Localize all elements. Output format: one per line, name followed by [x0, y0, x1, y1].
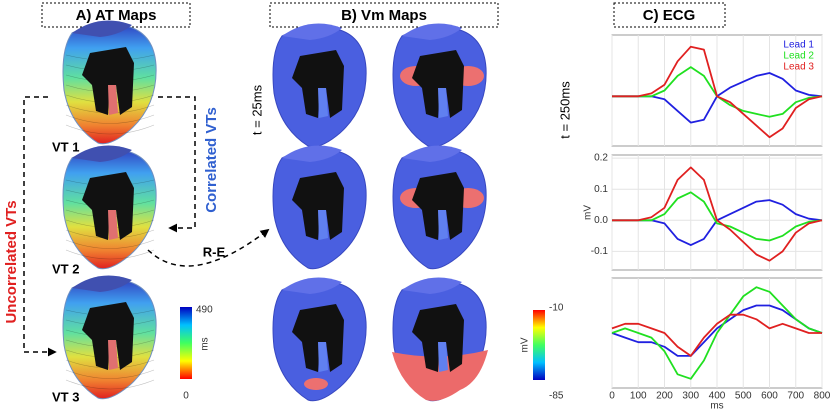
heart [62, 145, 157, 270]
y-tick-label: -0.1 [591, 246, 609, 257]
arrow [158, 96, 196, 233]
heart-top [72, 275, 132, 292]
scar [82, 47, 134, 115]
isochrone [65, 124, 155, 135]
legend-entry: Lead 2 [783, 51, 814, 62]
header: B) Vm Maps [341, 7, 427, 24]
activation [392, 350, 488, 401]
heart [272, 23, 367, 148]
correlated-label: Correlated VTs [203, 107, 220, 213]
heart [272, 277, 367, 402]
x-tick-label: 200 [656, 391, 673, 402]
x-tick-label: 500 [735, 391, 752, 402]
x-axis-label: ms [710, 401, 723, 412]
panel-c: C) ECG [613, 2, 726, 28]
legend-entry: Lead 3 [783, 62, 814, 73]
time-label: t = 250ms [557, 81, 572, 139]
y-tick-label: 0.1 [594, 184, 608, 195]
isthmus [318, 342, 328, 372]
arrow [147, 228, 270, 267]
vt-label: VT 1 [52, 139, 79, 154]
header: A) AT Maps [76, 7, 157, 24]
scar [412, 172, 464, 240]
heart-top [282, 277, 342, 294]
isthmus [318, 88, 328, 118]
x-tick-label: 0 [609, 391, 615, 402]
isthmus [108, 210, 118, 240]
isochrone [65, 369, 155, 379]
heart [392, 145, 487, 270]
heart-top [402, 277, 462, 294]
colorbar-unit: ms [200, 337, 211, 350]
activation [304, 378, 328, 390]
colorbar-max: -10 [549, 303, 564, 314]
scar [292, 172, 344, 240]
colorbar-min: -85 [549, 391, 564, 402]
heart-top [402, 145, 462, 162]
x-tick-label: 700 [787, 391, 804, 402]
vt-label: VT 2 [52, 261, 79, 276]
ecg-line [611, 304, 823, 357]
heart-top [72, 145, 132, 162]
scar [412, 50, 464, 118]
heart [62, 20, 157, 145]
y-tick-label: 0.0 [594, 215, 608, 226]
heart-top [282, 23, 342, 40]
ecg-line [611, 313, 822, 357]
ecg-line [612, 45, 823, 139]
colorbar [180, 307, 192, 379]
isthmus [108, 340, 118, 370]
x-tick-label: 800 [814, 391, 830, 402]
arrow [23, 96, 57, 357]
x-tick-label: 400 [709, 391, 726, 402]
vt-label: VT 3 [52, 389, 79, 404]
y-axis-label: mV [583, 205, 594, 220]
isochrone [65, 114, 155, 124]
isochrone [65, 239, 155, 249]
panel-a: A) AT Maps VT 1 VT 2 VT 3 Correlated VTs… [3, 2, 270, 404]
ecg-line [612, 166, 823, 262]
isthmus [438, 210, 448, 240]
header-box [613, 2, 726, 28]
ecg-line [612, 191, 823, 242]
transition-label: R-E [203, 244, 226, 259]
heart [392, 277, 488, 402]
header: C) ECG [643, 7, 696, 24]
time-label: t = 25ms [249, 84, 264, 135]
ecg-line [611, 286, 823, 380]
legend-entry: Lead 1 [783, 40, 814, 51]
isochrone [65, 249, 155, 260]
scar [412, 304, 464, 372]
heart-top [402, 23, 462, 40]
uncorrelated-label: Uncorrelated VTs [3, 200, 20, 323]
heart [272, 145, 367, 270]
colorbar-unit: mV [520, 337, 531, 352]
scar [292, 304, 344, 372]
scar [82, 172, 134, 240]
heart-top [282, 145, 342, 162]
colorbar [533, 310, 545, 380]
isthmus [438, 342, 448, 372]
scar [292, 50, 344, 118]
colorbar-min: 0 [183, 391, 189, 402]
colorbar-max: 490 [196, 305, 213, 316]
isthmus [318, 210, 328, 240]
isthmus [108, 85, 118, 115]
heart [392, 23, 487, 148]
isthmus [438, 88, 448, 118]
isochrone [65, 379, 155, 390]
panel-b: B) Vm Maps t = 25ms t = 250ms -10 mV -85 [249, 2, 572, 402]
y-tick-label: 0.2 [594, 153, 608, 164]
heart [62, 275, 157, 400]
scar [82, 302, 134, 370]
heart-top [72, 20, 132, 37]
x-tick-label: 300 [682, 391, 699, 402]
header-box [269, 2, 499, 28]
x-tick-label: 100 [630, 391, 647, 402]
x-tick-label: 600 [761, 391, 778, 402]
